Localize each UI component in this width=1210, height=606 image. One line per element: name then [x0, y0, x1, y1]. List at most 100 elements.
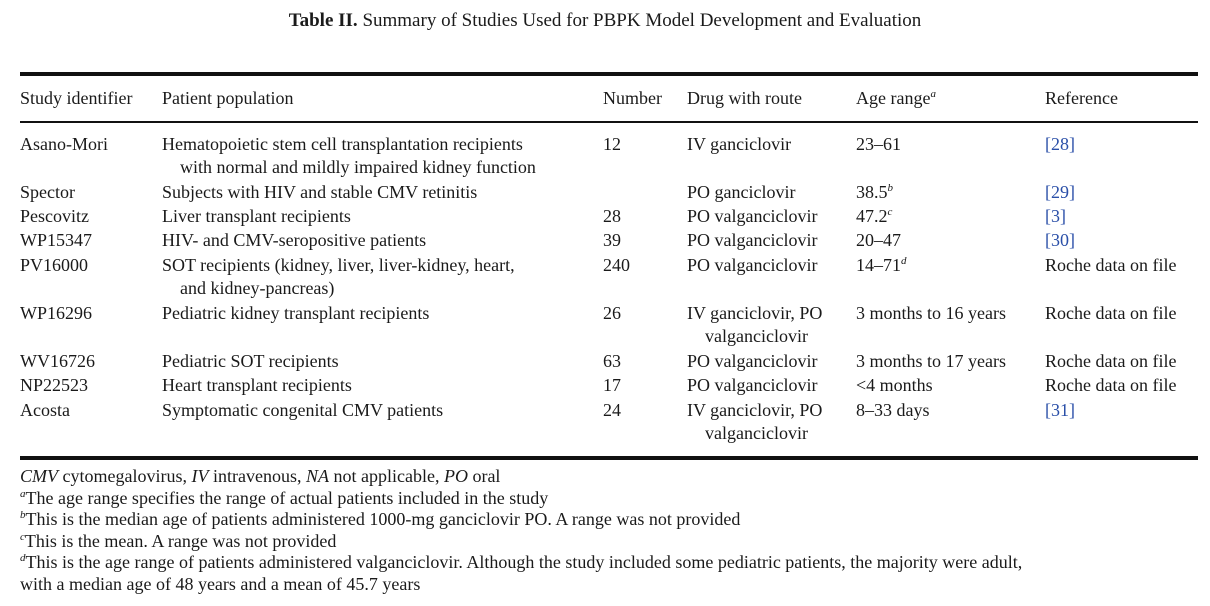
- table-footnotes: CMV cytomegalovirus, IV intravenous, NA …: [20, 466, 1200, 595]
- abbr-iv: IV: [191, 466, 209, 486]
- header-rule: [20, 121, 1198, 123]
- cell-age-range-text: 14–71: [856, 255, 901, 275]
- cell-patient-population: Hematopoietic stem cell transplantation …: [162, 134, 523, 154]
- cell-number: 39: [603, 230, 621, 250]
- cell-reference: Roche data on file: [1045, 255, 1177, 275]
- cell-age-range: 47.2c: [856, 205, 892, 228]
- cell-patient-population: HIV- and CMV-seropositive patients: [162, 230, 427, 250]
- footnote-d-text-2: with a median age of 48 years and a mean…: [20, 573, 421, 594]
- cell-number: 240: [603, 255, 630, 275]
- cell-drug-route: valganciclovir: [705, 423, 808, 443]
- footnote-d-text-1: This is the age range of patients admini…: [25, 552, 1023, 572]
- cell-patient-population: Pediatric kidney transplant recipients: [162, 303, 430, 323]
- footnote-a-text: The age range specifies the range of act…: [25, 487, 549, 508]
- footnote-d: dThis is the age range of patients admin…: [20, 552, 1200, 574]
- abbr-na-text: not applicable,: [328, 466, 444, 486]
- cell-drug-route: PO valganciclovir: [687, 255, 818, 275]
- cell-study-identifier: Pescovitz: [20, 206, 89, 226]
- cell-age-range-sup: b: [887, 182, 894, 194]
- cell-age-range: 38.5b: [856, 181, 893, 204]
- footnote-c-mark: c: [20, 530, 25, 543]
- top-rule: [20, 72, 1198, 76]
- cell-reference: Roche data on file: [1045, 303, 1177, 323]
- cell-number: 12: [603, 134, 621, 154]
- cell-age-range: 23–61: [856, 133, 901, 156]
- header-age-range-text: Age range: [856, 88, 931, 108]
- cell-age-range-text: 47.2: [856, 206, 888, 226]
- header-drug-route: Drug with route: [687, 88, 802, 108]
- footnote-a: aThe age range specifies the range of ac…: [20, 488, 1200, 510]
- cell-patient-population: and kidney-pancreas): [180, 278, 335, 298]
- cell-study-identifier: WP16296: [20, 303, 92, 323]
- cell-age-range-text: <4 months: [856, 375, 933, 395]
- cell-drug-route: IV ganciclovir: [687, 134, 792, 154]
- cell-age-range-text: 38.5: [856, 182, 888, 202]
- footnote-d-continued: with a median age of 48 years and a mean…: [20, 574, 1200, 596]
- cell-drug-route: PO valganciclovir: [687, 351, 818, 371]
- cell-study-identifier: Spector: [20, 182, 75, 202]
- footnote-c: cThis is the mean. A range was not provi…: [20, 531, 1200, 553]
- cell-number: 63: [603, 351, 621, 371]
- cell-drug-route: IV ganciclovir, PO: [687, 303, 823, 323]
- abbr-na: NA: [305, 466, 329, 486]
- cell-age-range-text: 3 months to 17 years: [856, 351, 1006, 371]
- abbr-po: PO: [443, 466, 468, 486]
- cell-patient-population: Liver transplant recipients: [162, 206, 351, 226]
- abbr-cmv: CMV: [20, 466, 58, 486]
- abbreviation-line: CMV cytomegalovirus, IV intravenous, NA …: [20, 466, 1200, 488]
- cell-age-range-text: 8–33 days: [856, 400, 930, 420]
- header-age-range-sup: a: [930, 88, 936, 100]
- cell-age-range-text: 23–61: [856, 134, 901, 154]
- cell-study-identifier: Asano-Mori: [20, 134, 108, 154]
- footnote-b-text: This is the median age of patients admin…: [25, 509, 741, 529]
- cell-patient-population: Subjects with HIV and stable CMV retinit…: [162, 182, 478, 202]
- cell-drug-route: PO valganciclovir: [687, 206, 818, 226]
- cell-number: 26: [603, 303, 621, 323]
- cell-reference: Roche data on file: [1045, 351, 1177, 371]
- footnote-d-mark: d: [20, 552, 26, 564]
- reference-link[interactable]: [29]: [1045, 182, 1075, 202]
- header-number: Number: [603, 88, 662, 108]
- cell-age-range-sup: c: [887, 206, 893, 218]
- reference-link[interactable]: [28]: [1045, 134, 1075, 154]
- cell-number: 24: [603, 400, 621, 420]
- cell-study-identifier: WP15347: [20, 230, 92, 250]
- footnote-b-mark: b: [20, 509, 26, 521]
- cell-patient-population: Pediatric SOT recipients: [162, 351, 339, 371]
- cell-study-identifier: Acosta: [20, 400, 70, 420]
- footnote-b: bThis is the median age of patients admi…: [20, 509, 1200, 531]
- cell-drug-route: PO ganciclovir: [687, 182, 796, 202]
- caption-label: Table II.: [288, 10, 358, 31]
- reference-link[interactable]: [31]: [1045, 400, 1075, 420]
- reference-link[interactable]: [3]: [1045, 206, 1066, 226]
- caption-title: Summary of Studies Used for PBPK Model D…: [362, 10, 922, 31]
- bottom-rule: [20, 456, 1198, 460]
- cell-age-range: 3 months to 16 years: [856, 302, 1006, 325]
- abbr-cmv-text: cytomegalovirus,: [58, 466, 192, 486]
- cell-age-range: 8–33 days: [856, 399, 930, 422]
- cell-age-range-text: 3 months to 16 years: [856, 303, 1006, 323]
- header-study-identifier: Study identifier: [20, 88, 133, 108]
- cell-age-range: 20–47: [856, 229, 901, 252]
- cell-study-identifier: PV16000: [20, 255, 89, 275]
- cell-drug-route: PO valganciclovir: [687, 375, 818, 395]
- cell-number: 17: [603, 375, 621, 395]
- cell-number: 28: [603, 206, 621, 226]
- cell-drug-route: valganciclovir: [705, 326, 808, 346]
- cell-drug-route: PO valganciclovir: [687, 230, 818, 250]
- cell-patient-population: SOT recipients (kidney, liver, liver-kid…: [162, 255, 515, 275]
- cell-patient-population: with normal and mildly impaired kidney f…: [180, 157, 536, 177]
- cell-drug-route: IV ganciclovir, PO: [687, 400, 823, 420]
- header-reference: Reference: [1045, 88, 1118, 108]
- abbr-po-text: oral: [467, 466, 501, 486]
- abbr-iv-text: intravenous,: [208, 466, 306, 486]
- footnote-a-mark: a: [20, 487, 26, 500]
- header-age-range: Age rangea: [856, 87, 936, 110]
- header-patient-population: Patient population: [162, 88, 294, 108]
- cell-age-range: 3 months to 17 years: [856, 350, 1006, 373]
- cell-patient-population: Heart transplant recipients: [162, 375, 352, 395]
- table-caption: Table II. Summary of Studies Used for PB…: [0, 10, 1210, 32]
- cell-reference: Roche data on file: [1045, 375, 1177, 395]
- cell-age-range: <4 months: [856, 374, 933, 397]
- reference-link[interactable]: [30]: [1045, 230, 1075, 250]
